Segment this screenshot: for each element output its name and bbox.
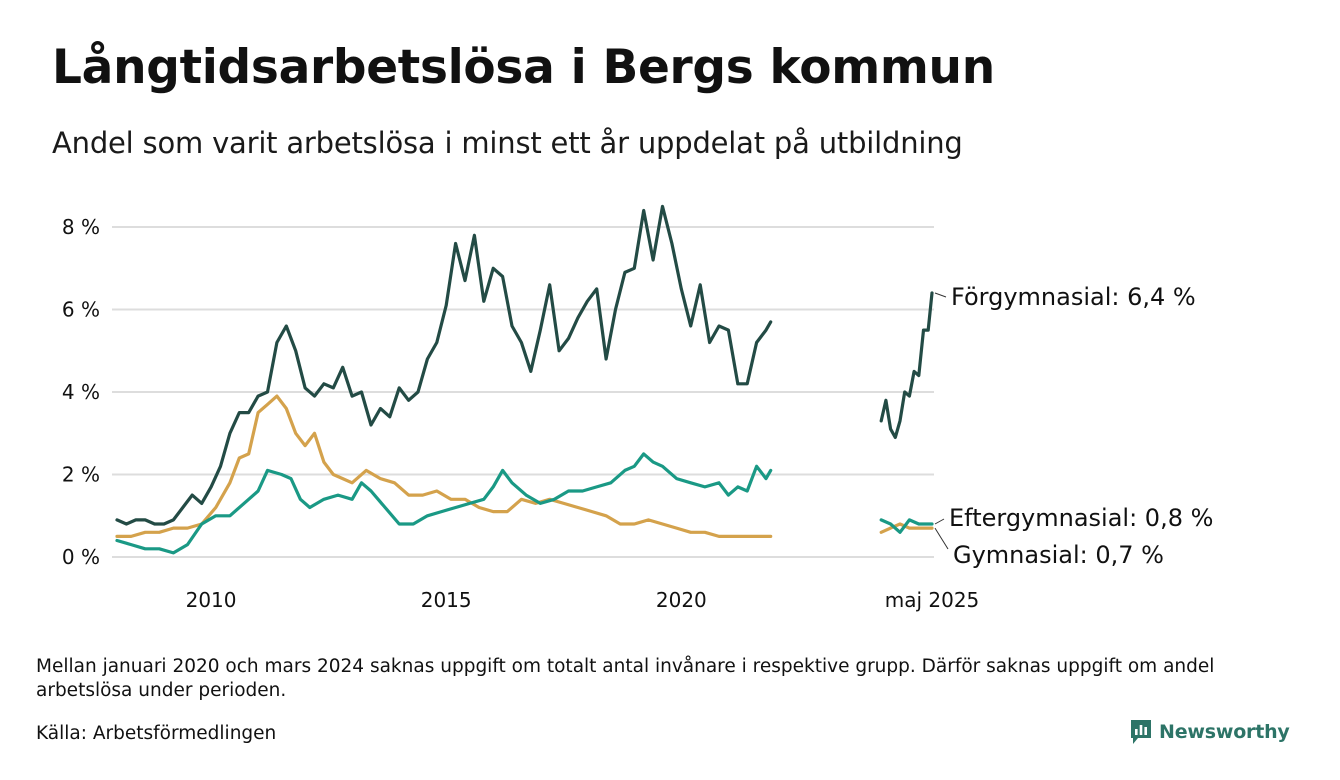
line-chart: 0 % 2 % 4 % 6 % 8 % 2010 2015 2020 maj 2025 För… (62, 204, 1213, 612)
chart-subtitle: Andel som varit arbetslösa i minst ett å… (52, 126, 963, 160)
y-tick-label: 0 % (62, 545, 100, 569)
newsworthy-logo: Newsworthy (1129, 718, 1290, 746)
gridlines (112, 226, 934, 558)
end-label-eftergymnasial: Eftergymnasial: 0,8 % (949, 504, 1213, 532)
y-tick-label: 8 % (62, 215, 100, 239)
source-text: Källa: Arbetsförmedlingen (36, 723, 277, 744)
y-tick-label: 6 % (62, 298, 100, 322)
series-line-gymnasial-2 (879, 522, 934, 534)
series-line-gymnasial-1 (115, 394, 773, 538)
leader-line-eftergymnasial (934, 518, 945, 525)
x-axis-ticks: 2010 2015 2020 maj 2025 (186, 588, 980, 612)
x-tick-label: 2010 (186, 588, 237, 612)
brand-name: Newsworthy (1159, 721, 1290, 743)
bar-chart-speech-bubble-icon (1131, 720, 1151, 744)
end-label-förgymnasial: Förgymnasial: 6,4 % (951, 283, 1196, 311)
leader-line-förgymnasial (934, 292, 947, 298)
end-label-gymnasial: Gymnasial: 0,7 % (953, 541, 1164, 569)
leader-line-gymnasial (934, 527, 949, 550)
y-tick-label: 4 % (62, 380, 100, 404)
series-lines (115, 204, 934, 555)
x-tick-label: maj 2025 (885, 588, 980, 612)
y-axis-ticks: 0 % 2 % 4 % 6 % 8 % (62, 215, 100, 569)
x-tick-label: 2015 (421, 588, 472, 612)
series-line-eftergymnasial-1 (115, 452, 773, 555)
footnote: Mellan januari 2020 och mars 2024 saknas… (36, 656, 1215, 701)
series-line-eftergymnasial-2 (879, 518, 934, 534)
series-line-förgymnasial-2 (879, 291, 934, 439)
chart-title: Långtidsarbetslösa i Bergs kommun (52, 40, 995, 95)
y-tick-label: 2 % (62, 463, 100, 487)
x-tick-label: 2020 (656, 588, 707, 612)
series-line-förgymnasial-1 (115, 204, 773, 526)
end-labels: Förgymnasial: 6,4 % Gymnasial: 0,7 % Efter… (934, 283, 1213, 569)
